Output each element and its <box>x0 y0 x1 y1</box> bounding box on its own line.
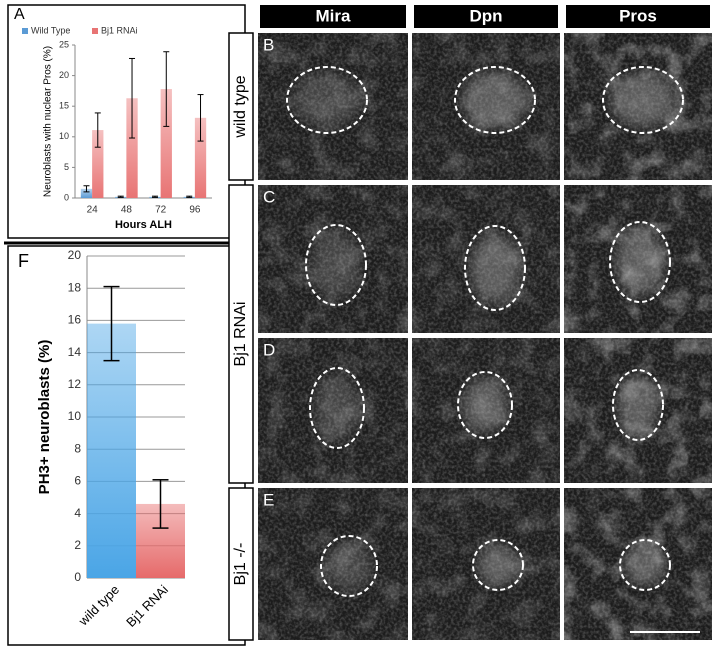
error-bar <box>152 479 169 529</box>
cell-outline <box>612 369 664 441</box>
bar <box>194 117 207 198</box>
cell-signal <box>625 545 665 585</box>
y-tick-label: 18 <box>68 280 82 294</box>
y-tick-label: 8 <box>74 441 81 455</box>
cell-signal <box>478 545 518 585</box>
row-label: Bj1 -/- <box>232 543 249 586</box>
cell-outline <box>609 221 671 303</box>
panel-letter: D <box>263 340 275 359</box>
column-header-bg <box>566 5 710 28</box>
x-tick-label: Bj1 RNAi <box>123 582 171 630</box>
bar <box>80 188 93 198</box>
error-bar <box>117 195 124 198</box>
cell-signal <box>326 542 372 590</box>
y-tick-label: 20 <box>59 70 69 80</box>
x-tick-label: 96 <box>189 205 201 216</box>
row-label-box <box>228 32 254 181</box>
panel-letter: C <box>263 187 275 206</box>
y-tick-label: 15 <box>59 101 69 111</box>
y-tick-label: 14 <box>68 345 82 359</box>
x-tick-label: 24 <box>87 205 99 216</box>
y-axis-label: PH3+ neuroblasts (%) <box>36 340 53 495</box>
y-tick-label: 20 <box>68 248 82 262</box>
x-axis-label: Hours ALH <box>115 219 172 231</box>
y-tick-label: 25 <box>59 39 69 49</box>
error-bar <box>151 195 158 198</box>
panel-letter: A <box>14 6 25 23</box>
y-tick-label: 0 <box>74 570 81 584</box>
y-tick-label: 0 <box>64 192 69 202</box>
y-tick-label: 4 <box>74 506 81 520</box>
bar <box>87 323 136 578</box>
cell-signal <box>611 73 675 127</box>
legend-swatch <box>92 28 98 34</box>
cell-signal <box>295 73 359 127</box>
error-bar <box>83 185 90 193</box>
error-bar <box>186 195 193 198</box>
y-axis-label: Neuroblasts with nuclear Pros (%) <box>43 46 54 197</box>
cell-outline <box>305 224 367 306</box>
error-bar <box>197 94 204 142</box>
micrographs: Mira Dpn Pros wild type Bj1 RNAi Bj1 -/- B C D E <box>228 5 712 641</box>
column-header-bg <box>414 5 558 28</box>
row-label-box <box>228 184 254 484</box>
bar <box>126 98 138 198</box>
cell-signal <box>618 377 658 433</box>
row-label: Bj1 RNAi <box>232 302 249 367</box>
x-tick-label: wild type <box>75 582 122 629</box>
error-bar <box>129 57 136 139</box>
y-tick-label: 2 <box>74 538 81 552</box>
panel-letter: E <box>263 490 274 509</box>
y-tick-label: 10 <box>68 409 82 423</box>
y-tick-label: 5 <box>64 162 69 172</box>
cell-signal <box>616 230 664 294</box>
cell-outline <box>454 66 536 134</box>
error-bar <box>163 51 170 127</box>
error-bar <box>103 285 120 362</box>
bar <box>160 89 172 198</box>
y-tick-label: 12 <box>68 377 82 391</box>
cell-outline <box>619 539 671 591</box>
bar <box>92 130 104 198</box>
cell-outline <box>602 66 684 134</box>
cell-signal <box>471 234 519 302</box>
column-header-bg <box>260 5 406 28</box>
legend-label: Bj1 RNAi <box>101 25 138 35</box>
cell-outline <box>286 66 368 134</box>
error-bar <box>94 112 101 148</box>
row-label: wild type <box>232 75 249 138</box>
legend-swatch <box>22 28 28 34</box>
panel-letter: F <box>18 251 29 271</box>
column-header: Pros <box>619 6 657 25</box>
cell-outline <box>472 539 524 591</box>
cell-outline <box>457 371 513 439</box>
cell-signal <box>315 376 359 440</box>
x-tick-label: 48 <box>121 205 133 216</box>
cell-outline <box>320 535 378 597</box>
column-header: Mira <box>316 6 352 25</box>
y-tick-label: 16 <box>68 313 82 327</box>
cell-signal <box>463 378 507 432</box>
y-tick-label: 10 <box>59 131 69 141</box>
legend-label: Wild Type <box>31 25 70 35</box>
panel-letter: B <box>263 35 274 54</box>
cell-signal <box>463 73 527 127</box>
cell-signal <box>312 233 360 297</box>
x-tick-label: 72 <box>155 205 167 216</box>
cell-outline <box>309 367 365 449</box>
cell-outline <box>464 225 526 311</box>
row-label-box <box>228 487 254 641</box>
column-header: Dpn <box>469 6 502 25</box>
y-tick-label: 6 <box>74 474 81 488</box>
